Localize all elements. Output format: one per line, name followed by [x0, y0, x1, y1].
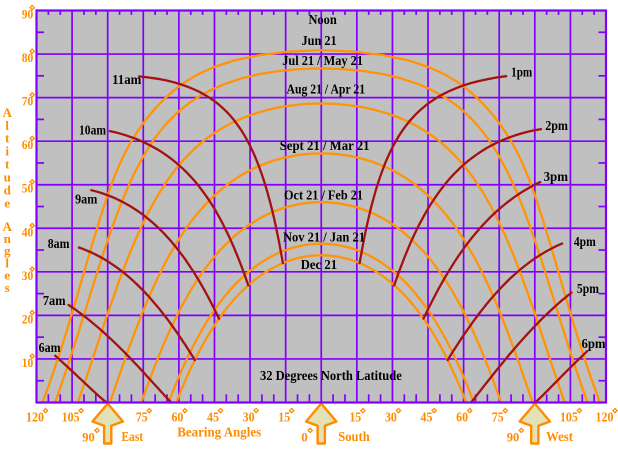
- svg-text:Noon: Noon: [308, 13, 336, 28]
- svg-text:15: 15: [278, 410, 290, 425]
- svg-text:20: 20: [22, 311, 34, 326]
- svg-text:n: n: [4, 231, 12, 246]
- svg-text:60: 60: [456, 410, 468, 425]
- svg-text:e: e: [4, 196, 10, 211]
- svg-text:105: 105: [560, 410, 578, 425]
- svg-text:50: 50: [22, 181, 34, 196]
- svg-text:e: e: [4, 268, 10, 283]
- svg-text:70: 70: [22, 94, 34, 109]
- svg-text:105: 105: [62, 410, 80, 425]
- svg-text:d: d: [4, 183, 12, 198]
- svg-text:g: g: [4, 243, 11, 258]
- svg-text:t: t: [5, 131, 10, 146]
- svg-text:120: 120: [596, 410, 614, 425]
- svg-text:6pm: 6pm: [582, 337, 606, 352]
- svg-text:i: i: [5, 144, 9, 159]
- svg-text:4pm: 4pm: [574, 235, 596, 250]
- svg-text:15: 15: [349, 410, 361, 425]
- svg-text:7am: 7am: [43, 294, 66, 309]
- svg-text:Dec 21: Dec 21: [301, 258, 337, 273]
- svg-text:9am: 9am: [75, 192, 97, 207]
- svg-text:A: A: [3, 105, 13, 120]
- svg-text:l: l: [5, 255, 9, 270]
- svg-text:0: 0: [301, 429, 308, 444]
- svg-text:45: 45: [207, 410, 219, 425]
- svg-text:40: 40: [22, 224, 34, 239]
- svg-text:1pm: 1pm: [511, 66, 532, 81]
- svg-text:8am: 8am: [48, 237, 70, 252]
- svg-text:t: t: [5, 157, 10, 172]
- svg-text:Oct 21 / Feb 21: Oct 21 / Feb 21: [284, 188, 363, 203]
- svg-text:45: 45: [421, 410, 433, 425]
- svg-text:11am: 11am: [112, 73, 142, 88]
- svg-text:32 Degrees North Latitude: 32 Degrees North Latitude: [260, 369, 402, 384]
- svg-text:90: 90: [82, 429, 94, 444]
- svg-text:West: West: [546, 430, 573, 445]
- svg-text:30: 30: [243, 410, 255, 425]
- svg-text:75: 75: [492, 410, 504, 425]
- svg-text:Jul 21 / May 21: Jul 21 / May 21: [282, 54, 363, 69]
- svg-text:90: 90: [507, 429, 519, 444]
- svg-text:30: 30: [385, 410, 397, 425]
- svg-text:Nov 21 / Jan 21: Nov 21 / Jan 21: [283, 230, 365, 245]
- svg-text:10am: 10am: [79, 123, 106, 138]
- svg-text:90: 90: [22, 7, 34, 22]
- svg-text:l: l: [5, 118, 9, 133]
- svg-text:5pm: 5pm: [577, 282, 599, 297]
- svg-text:Aug 21 / Apr 21: Aug 21 / Apr 21: [287, 83, 366, 98]
- svg-text:10: 10: [22, 355, 34, 370]
- svg-text:6am: 6am: [39, 341, 61, 356]
- svg-text:2pm: 2pm: [545, 119, 568, 134]
- svg-text:120: 120: [26, 410, 44, 425]
- svg-text:A: A: [3, 219, 13, 234]
- svg-text:South: South: [338, 430, 370, 445]
- svg-text:u: u: [4, 170, 11, 185]
- svg-text:East: East: [122, 430, 144, 445]
- svg-text:60: 60: [171, 410, 183, 425]
- svg-text:75: 75: [136, 410, 148, 425]
- svg-text:Jun 21: Jun 21: [302, 34, 337, 49]
- svg-text:30: 30: [22, 268, 34, 283]
- svg-text:Bearing Angles: Bearing Angles: [177, 426, 262, 441]
- svg-text:Sept 21 / Mar 21: Sept 21 / Mar 21: [280, 139, 370, 154]
- svg-text:s: s: [5, 280, 10, 295]
- svg-text:60: 60: [22, 137, 34, 152]
- svg-text:3pm: 3pm: [544, 170, 569, 185]
- svg-text:80: 80: [22, 50, 34, 65]
